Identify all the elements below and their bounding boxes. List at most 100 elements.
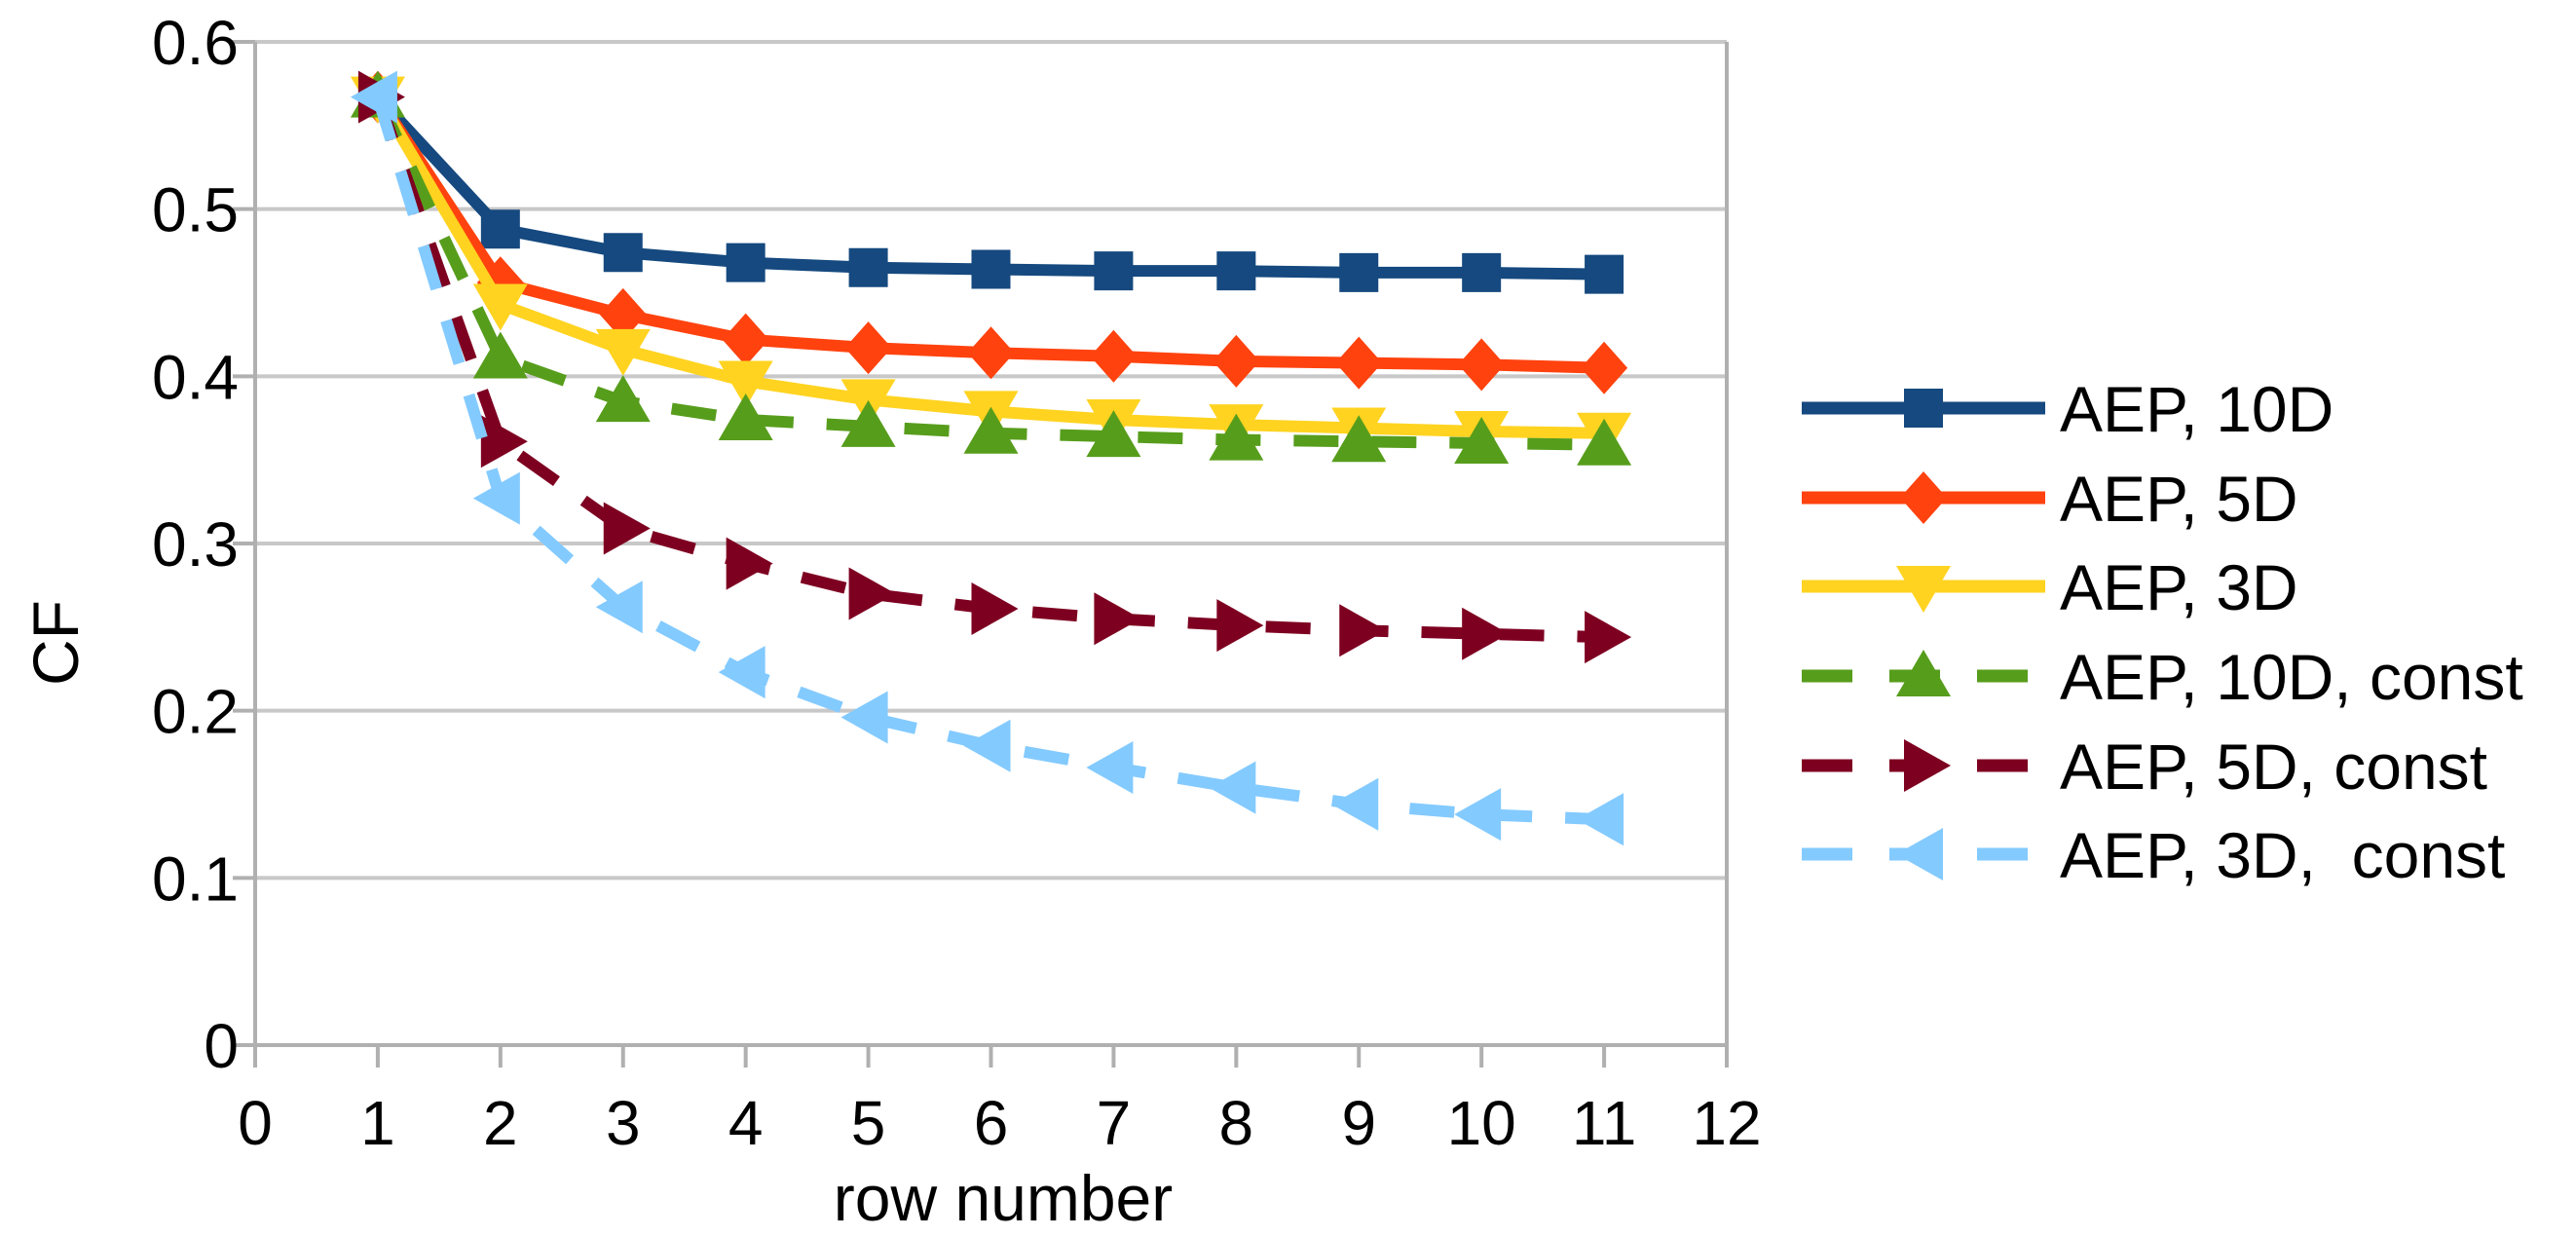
aep-5d-const-marker-triangle-right — [726, 537, 773, 590]
legend-item-aep-10d: AEP, 10D — [1802, 373, 2333, 445]
aep-5d-marker-diamond — [967, 326, 1015, 380]
aep-10d-marker-square — [603, 233, 643, 273]
aep-5d-marker-diamond — [1581, 341, 1628, 394]
legend-item-aep-5d-const: AEP, 5D, const — [1802, 731, 2487, 803]
aep-3d-const-marker-triangle-left — [472, 471, 520, 525]
aep-5d-const-marker-triangle-right — [971, 581, 1019, 635]
x-axis-title: row number — [834, 1162, 1173, 1234]
x-tick-label: 6 — [974, 1088, 1009, 1158]
legend-square-icon — [1904, 389, 1943, 428]
aep-10d-marker-square — [1216, 251, 1256, 291]
y-tick-label: 0.1 — [152, 843, 239, 914]
aep-5d-marker-diamond — [1090, 329, 1138, 383]
legend-item-aep-10d-const: AEP, 10D, const — [1802, 641, 2523, 713]
aep-3d-const-marker-triangle-left — [840, 691, 888, 744]
aep-3d-marker-triangle-down — [595, 328, 651, 376]
aep-10d-const-marker-triangle-up — [1331, 415, 1387, 463]
x-tick-label: 12 — [1692, 1088, 1761, 1158]
legend-label: AEP, 10D — [2060, 373, 2333, 445]
legend-label: AEP, 10D, const — [2060, 641, 2523, 713]
aep-10d-const-marker-triangle-up — [963, 406, 1019, 454]
legend-triangle-left-icon — [1896, 828, 1943, 881]
y-tick-label: 0 — [204, 1011, 239, 1081]
axes — [232, 40, 1729, 1068]
aep-5d-marker-diamond — [1458, 338, 1506, 392]
aep-5d-const-marker-triangle-right — [848, 567, 896, 620]
y-tick-label: 0.2 — [152, 677, 239, 747]
aep-5d-const-marker-triangle-right — [603, 502, 651, 555]
legend-item-aep-3d-const: AEP, 3D, const — [1802, 819, 2505, 891]
legend-label: AEP, 5D — [2060, 463, 2298, 535]
aep-10d-const-marker-triangle-up — [595, 375, 651, 423]
aep-10d-const-marker-triangle-up — [1454, 417, 1510, 464]
series-line — [373, 93, 1605, 281]
aep-10d-marker-square — [1462, 252, 1502, 292]
aep-10d-const-marker-triangle-up — [840, 399, 896, 447]
aep-10d-marker-square — [480, 209, 520, 249]
x-tick-label: 1 — [360, 1088, 395, 1158]
legend-label: AEP, 3D, const — [2060, 819, 2505, 891]
y-tick-label: 0.6 — [152, 8, 239, 78]
legend-label: AEP, 3D — [2060, 551, 2298, 623]
x-tick-label: 5 — [851, 1088, 886, 1158]
aep-10d-const-marker-triangle-up — [472, 331, 528, 379]
aep-5d-const-marker-triangle-right — [1462, 607, 1510, 660]
aep-5d-const-marker-triangle-right — [1094, 592, 1141, 646]
aep-3d-const-marker-triangle-left — [350, 70, 397, 124]
aep-5d-marker-diamond — [1335, 336, 1383, 390]
aep-10d-const-marker-triangle-up — [1209, 413, 1264, 461]
aep-3d-marker-triangle-down — [472, 283, 528, 331]
aep-10d-const-marker-triangle-up — [1577, 418, 1632, 466]
series-aep-3d-const — [350, 70, 1624, 846]
aep-5d-marker-diamond — [1213, 334, 1260, 388]
legend-item-aep-5d: AEP, 5D — [1802, 463, 2298, 535]
aep-5d-const-marker-triangle-right — [480, 415, 528, 469]
aep-10d-const-marker-triangle-up — [718, 393, 773, 440]
aep-3d-const-marker-triangle-left — [1209, 761, 1256, 814]
y-axis-title: CF — [19, 600, 92, 686]
y-tick-label: 0.4 — [152, 342, 239, 412]
tick-labels: 0 1 2 3 4 5 6 7 8 9 10 11 120.60.50.40.30.20.10 — [152, 8, 1762, 1158]
aep-5d-marker-diamond — [599, 287, 647, 341]
aep-5d-const-marker-triangle-right — [1216, 599, 1264, 653]
aep-10d-marker-square — [971, 249, 1011, 289]
aep-3d-const-marker-triangle-left — [1577, 793, 1624, 846]
gridlines — [255, 40, 1727, 1047]
aep-5d-marker-diamond — [844, 321, 892, 375]
y-tick-label: 0.3 — [152, 509, 239, 580]
x-tick-label: 9 — [1341, 1088, 1376, 1158]
legend-triangle-up-icon — [1896, 650, 1951, 696]
legend: AEP, 10D AEP, 5D AEP, 3D AEP, 10D, const AEP… — [1802, 373, 2523, 891]
legend-diamond-icon — [1900, 471, 1947, 524]
x-tick-label: 10 — [1447, 1088, 1516, 1158]
aep-3d-const-marker-triangle-left — [595, 581, 643, 634]
legend-item-aep-3d: AEP, 3D — [1802, 551, 2298, 623]
aep-3d-const-marker-triangle-left — [718, 646, 765, 699]
aep-5d-marker-diamond — [722, 313, 769, 366]
y-tick-label: 0.5 — [152, 175, 239, 245]
aep-10d-marker-square — [1094, 251, 1134, 291]
legend-triangle-right-icon — [1904, 739, 1951, 792]
aep-3d-const-marker-triangle-left — [963, 719, 1011, 772]
aep-5d-const-marker-triangle-right — [1585, 611, 1632, 664]
aep-10d-marker-square — [726, 243, 765, 282]
legend-label: AEP, 5D, const — [2060, 731, 2487, 803]
x-tick-label: 8 — [1219, 1088, 1254, 1158]
aep-3d-const-marker-triangle-left — [1331, 777, 1379, 831]
aep-3d-const-marker-triangle-left — [1086, 741, 1134, 795]
x-tick-label: 2 — [483, 1088, 518, 1158]
series-aep-5d-const — [357, 70, 1632, 664]
data-series — [350, 70, 1632, 846]
aep-10d-marker-square — [1339, 252, 1379, 292]
x-tick-label: 7 — [1097, 1088, 1132, 1158]
aep-3d-marker-triangle-down — [718, 360, 773, 408]
aep-10d-const-marker-triangle-up — [1086, 410, 1141, 458]
aep-3d-const-marker-triangle-left — [1454, 788, 1502, 842]
x-tick-label: 4 — [728, 1088, 764, 1158]
legend-triangle-down-icon — [1896, 566, 1951, 613]
x-tick-label: 3 — [606, 1088, 641, 1158]
series-aep-10d — [357, 77, 1624, 294]
aep-5d-const-marker-triangle-right — [1339, 604, 1387, 657]
